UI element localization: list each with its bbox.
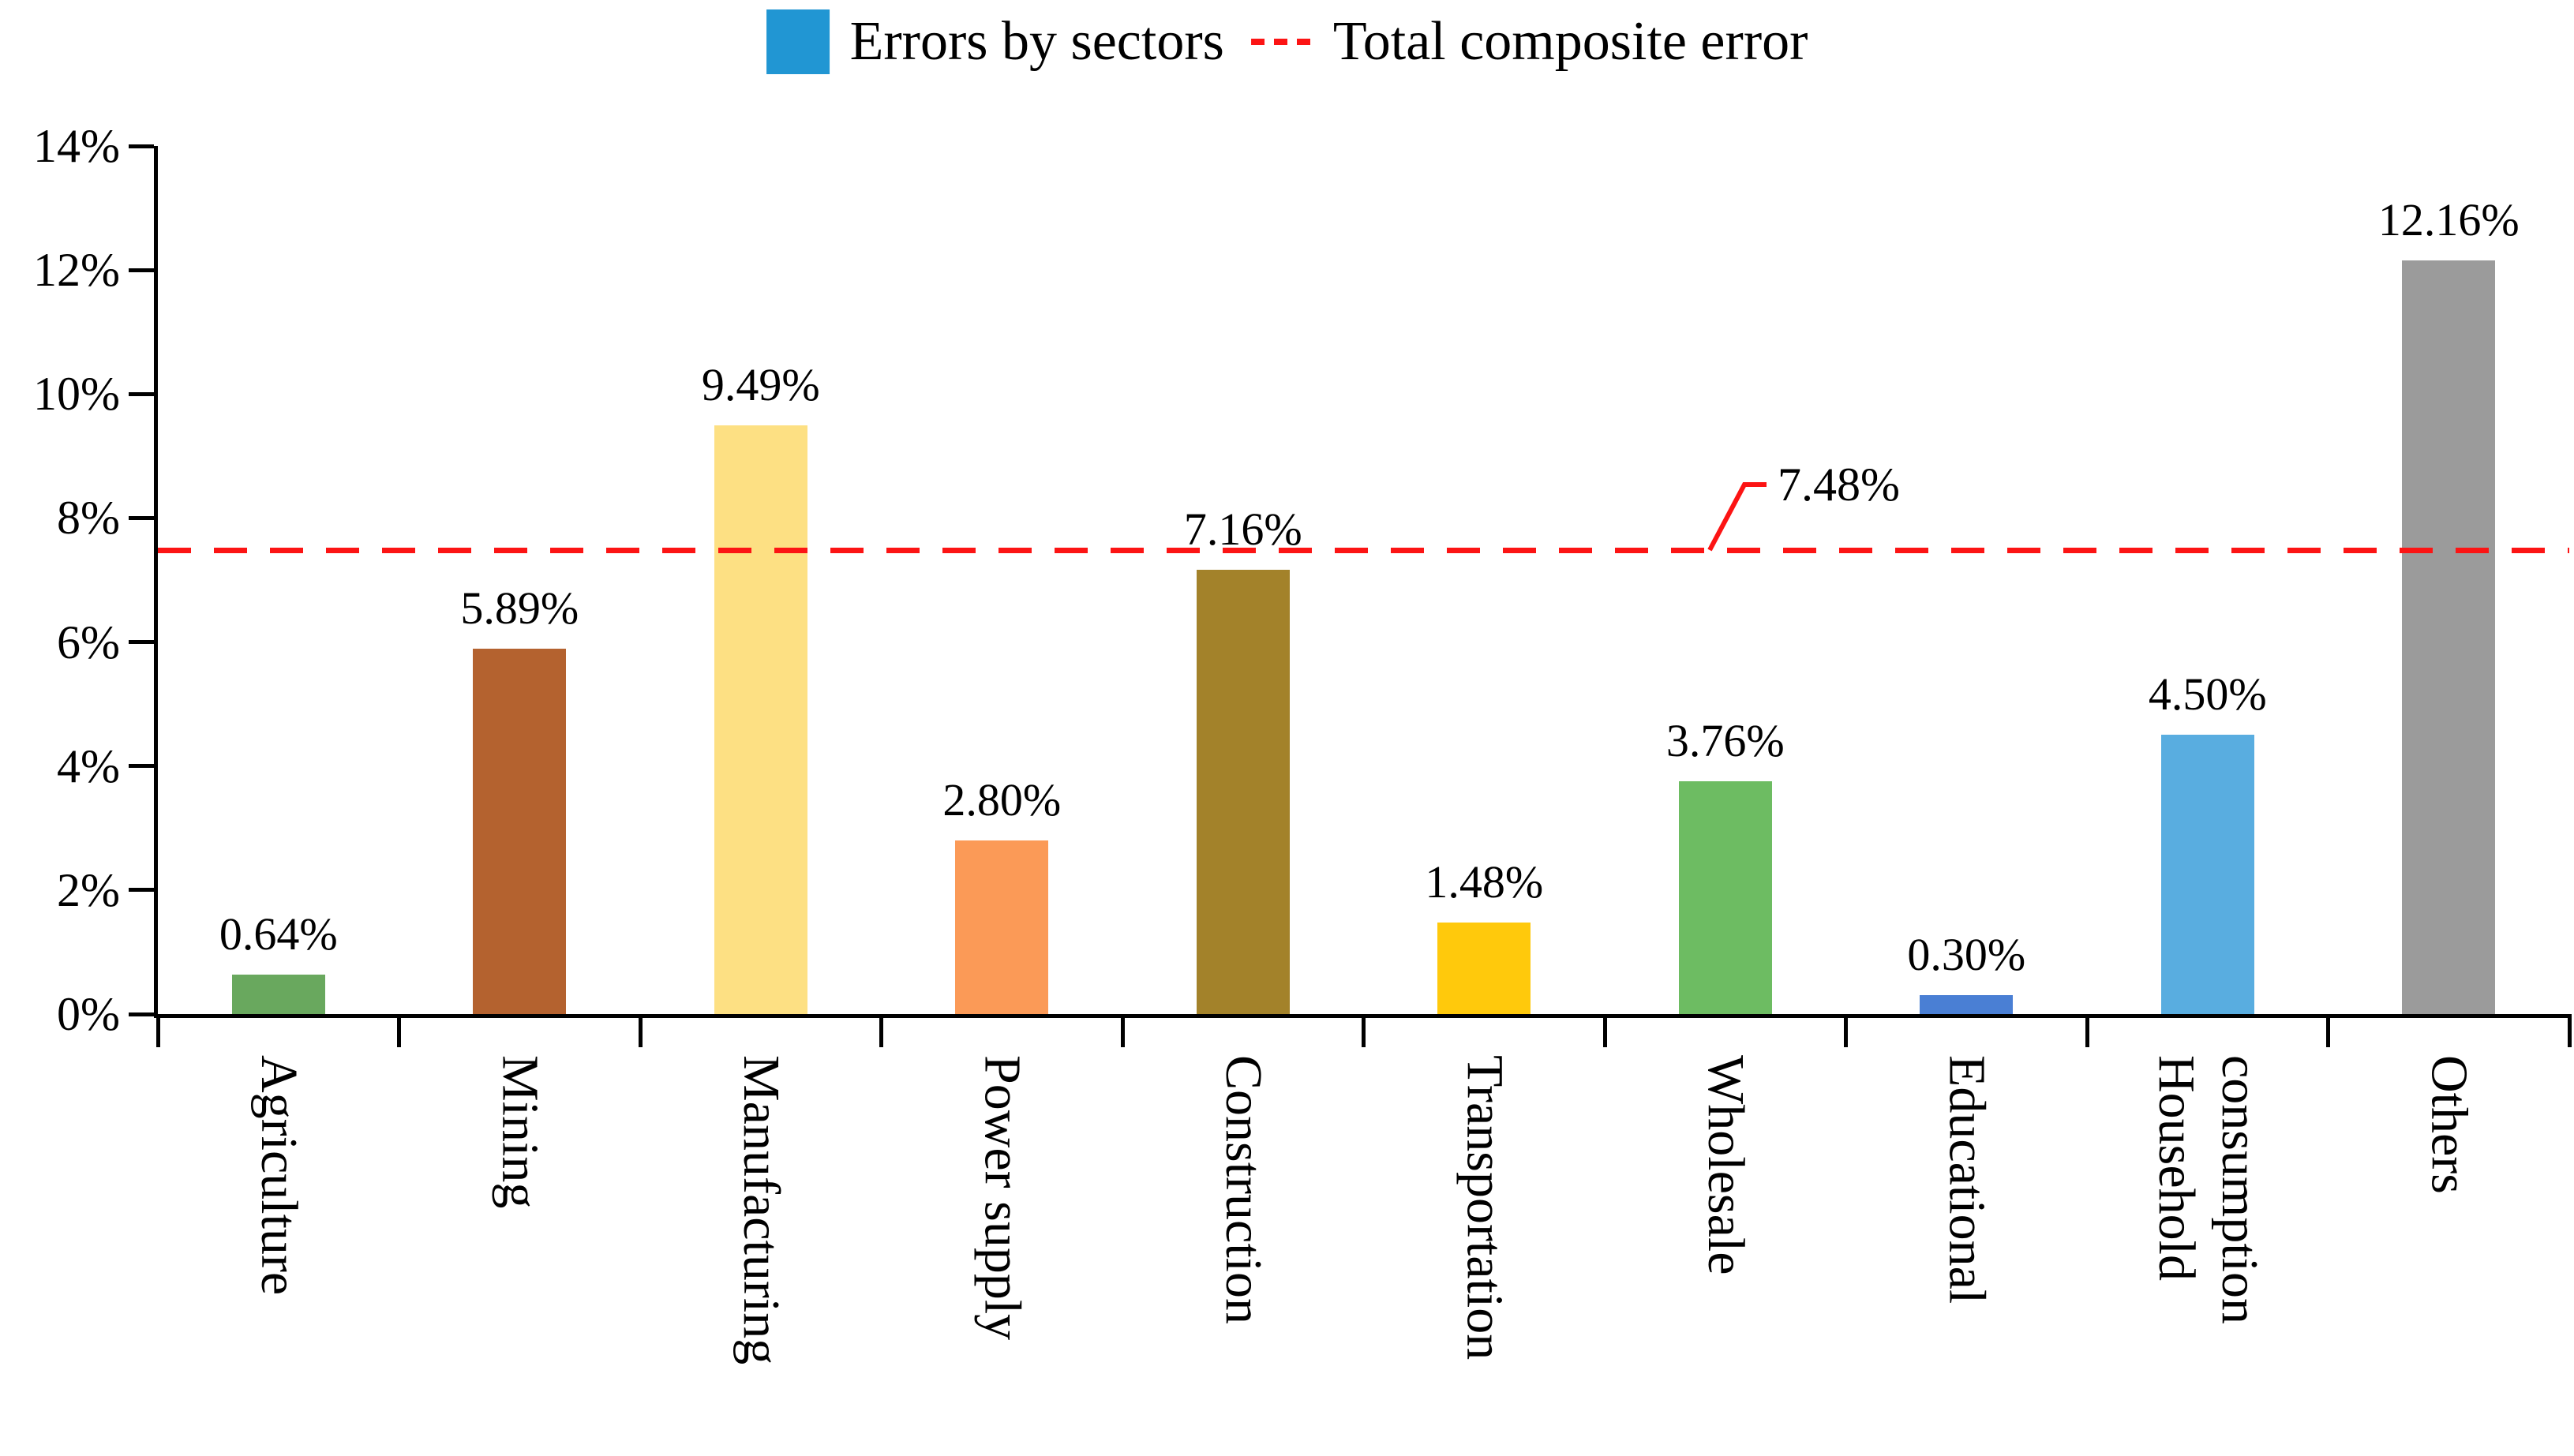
x-label-text: Household: [2147, 1055, 2205, 1281]
bar-educational: [1920, 995, 2014, 1014]
y-tick-label: 14%: [33, 120, 120, 172]
x-label-construction: Construction: [1122, 1055, 1364, 1450]
x-label-text: Power supply: [973, 1055, 1032, 1341]
x-axis-tick: [1120, 1014, 1125, 1047]
x-label-manufacturing: Manufacturing: [640, 1055, 882, 1450]
y-axis-tick: [129, 888, 154, 893]
y-tick-label: 10%: [33, 368, 120, 421]
x-axis-labels: Agriculture Mining Manufacturing Power supp…: [158, 1055, 2569, 1450]
x-label-household-consumption: Household consumption: [2087, 1055, 2329, 1450]
bar-value-label: 2.80%: [942, 774, 1062, 825]
bar-others: [2402, 260, 2496, 1014]
y-axis-tick: [129, 640, 154, 645]
callout-leader-line: [1707, 482, 1767, 552]
x-axis-tick: [397, 1014, 401, 1047]
y-tick-label: 2%: [57, 863, 120, 916]
x-axis-tick: [2567, 1014, 2572, 1047]
bar-value-label: 3.76%: [1665, 714, 1785, 766]
y-axis-tick: [129, 391, 154, 396]
x-axis-tick: [1602, 1014, 1607, 1047]
x-label-power-supply: Power supply: [882, 1055, 1123, 1450]
x-label-others: Others: [2329, 1055, 2570, 1450]
y-axis-tick: [129, 268, 154, 272]
x-label-wholesale: Wholesale: [1605, 1055, 1846, 1450]
y-axis-tick: [129, 764, 154, 769]
x-axis-tick: [1844, 1014, 1848, 1047]
y-axis-tick: [129, 515, 154, 520]
x-label-text: Agriculture: [249, 1055, 308, 1296]
legend-bar-swatch: [766, 9, 830, 74]
x-label-text: Manufacturing: [732, 1055, 790, 1365]
bar-manufacturing: [714, 425, 807, 1014]
bar-value-label: 7.16%: [1183, 503, 1302, 556]
x-label-text: consumption: [2210, 1055, 2269, 1324]
bar-mining: [473, 649, 567, 1014]
bar-value-label: 5.89%: [460, 582, 579, 634]
x-label-mining: Mining: [399, 1055, 641, 1450]
total-composite-error-value: 7.48%: [1778, 459, 1900, 511]
bar-value-label: 4.50%: [2148, 668, 2267, 721]
x-axis-tick: [638, 1014, 643, 1047]
x-label-text: Wholesale: [1696, 1055, 1755, 1275]
y-tick-label: 4%: [57, 739, 120, 792]
x-label-agriculture: Agriculture: [158, 1055, 399, 1450]
x-axis-tick: [2326, 1014, 2330, 1047]
x-axis-tick: [2085, 1014, 2089, 1047]
y-tick-label: 8%: [57, 492, 120, 545]
bar-wholesale: [1678, 780, 1772, 1014]
x-label-transportation: Transportation: [1364, 1055, 1605, 1450]
x-label-text: Construction: [1214, 1055, 1272, 1324]
x-label-text: Others: [2420, 1055, 2478, 1194]
y-axis-tick: [129, 1012, 154, 1016]
x-label-educational: Educational: [1846, 1055, 2088, 1450]
x-label-text: Mining: [491, 1055, 549, 1209]
bar-value-label: 12.16%: [2377, 193, 2520, 245]
bar-transportation: [1437, 922, 1531, 1014]
y-tick-label: 12%: [33, 244, 120, 297]
legend: Errors by sectors Total composite error: [766, 8, 1808, 76]
bar-value-label: 1.48%: [1425, 855, 1544, 908]
total-composite-error-line: [158, 547, 2569, 553]
legend-dashed-line-swatch: [1250, 39, 1313, 45]
bar-value-label: 9.49%: [701, 359, 820, 411]
bar-household-consumption: [2160, 735, 2254, 1014]
bar-value-label: 0.64%: [219, 908, 338, 960]
y-tick-label: 0%: [57, 988, 120, 1040]
legend-line-label: Total composite error: [1332, 11, 1808, 72]
y-axis-tick: [129, 144, 154, 148]
bar-construction: [1196, 570, 1290, 1014]
y-tick-label: 6%: [57, 616, 120, 668]
x-label-text: Transportation: [1456, 1055, 1514, 1361]
bar-agriculture: [231, 974, 325, 1014]
plot-area: 0% 2% 4% 6% 8% 10% 12% 14% 0.64% 5.89% 9.49% 2.80% 7…: [33, 122, 2572, 1364]
x-axis-tick: [1362, 1014, 1366, 1047]
bar-value-label: 0.30%: [1907, 929, 2026, 981]
x-label-text: Educational: [1938, 1055, 1996, 1304]
bar-power-supply: [955, 840, 1049, 1014]
x-axis-tick: [155, 1014, 160, 1047]
x-axis-tick: [879, 1014, 883, 1047]
legend-bars-label: Errors by sectors: [849, 11, 1224, 72]
